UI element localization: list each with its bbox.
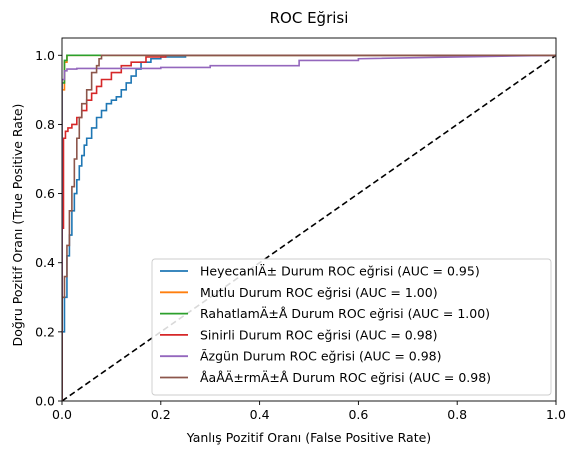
y-tick-label-5: 1.0 [35, 48, 55, 63]
legend-entry-5: ÅaÅÄ±rmÄ±Å Durum ROC eğrisi (AUC = 0.98) [200, 370, 491, 385]
diagonal-reference-line [62, 54, 556, 401]
y-tick-label-2: 0.4 [35, 255, 55, 270]
x-axis-label: Yanlış Pozitif Oranı (False Positive Rat… [186, 430, 431, 445]
legend-entry-1: Mutlu Durum ROC eğrisi (AUC = 1.00) [200, 285, 438, 300]
x-tick-label-1: 0.2 [151, 407, 171, 422]
y-tick-label-4: 0.8 [35, 117, 55, 132]
y-axis-label: Doğru Pozitif Oranı (True Positive Rate) [10, 104, 25, 347]
x-tick-label-5: 1.0 [546, 407, 566, 422]
legend-entry-4: Ãzgün Durum ROC eğrisi (AUC = 0.98) [200, 349, 441, 364]
y-tick-label-3: 0.6 [35, 186, 55, 201]
axes-frame [61, 37, 557, 402]
series-line-4 [62, 54, 556, 401]
plot-area: 0.0 0.2 0.4 0.6 0.8 1.0 0.0 0.2 0.4 0.6 0.8 1.0 Heye… [35, 37, 566, 422]
x-tick-label-4: 0.8 [447, 407, 467, 422]
series-line-3 [62, 54, 556, 401]
legend-entry-3: Sinirli Durum ROC eğrisi (AUC = 0.98) [200, 327, 437, 342]
y-tick-label-0: 0.0 [35, 394, 55, 409]
legend-entry-0: HeyecanlÄ± Durum ROC eğrisi (AUC = 0.95) [200, 264, 480, 279]
series-line-5 [62, 54, 556, 401]
x-tick-label-3: 0.6 [348, 407, 368, 422]
series-line-0 [62, 54, 556, 401]
y-tick-label-1: 0.2 [35, 324, 55, 339]
legend-entry-2: RahatlamÄ±Å Durum ROC eğrisi (AUC = 1.00… [200, 306, 490, 321]
chart-title: ROC Eğrisi [270, 9, 349, 27]
x-tick-label-2: 0.4 [250, 407, 270, 422]
legend-box [151, 258, 552, 396]
x-tick-label-0: 0.0 [52, 407, 72, 422]
legend: HeyecanlÄ± Durum ROC eğrisi (AUC = 0.95)… [151, 258, 552, 396]
